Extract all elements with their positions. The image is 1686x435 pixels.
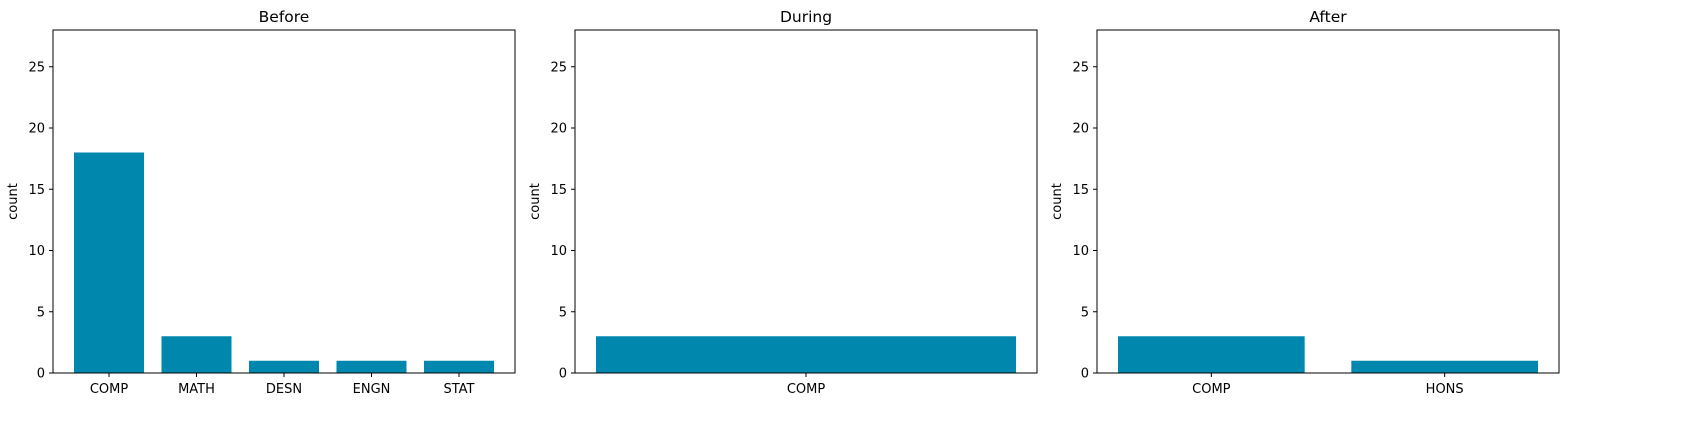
y-tick-label: 10	[28, 244, 45, 259]
y-tick-label: 5	[37, 305, 45, 320]
chart-panel-3: 0 5 10 15 20 25 COMP HONS After count	[1050, 8, 1560, 397]
x-tick-label: STAT	[443, 382, 474, 397]
y-tick-label: 5	[559, 305, 567, 320]
chart-panel-2: 0 5 10 15 20 25 COMP During count	[528, 8, 1038, 397]
chart-title: During	[780, 8, 832, 26]
axes-frame	[574, 29, 1038, 374]
y-tick-label: 25	[550, 60, 567, 75]
y-axis-label: count	[1050, 183, 1065, 220]
bar-hons	[1351, 360, 1538, 373]
y-tick-label: 15	[28, 183, 45, 198]
bar-comp	[596, 336, 1016, 373]
y-tick-label: 25	[1072, 60, 1089, 75]
y-tick-label: 25	[28, 60, 45, 75]
axes-frame	[1096, 29, 1560, 374]
y-tick-label: 10	[550, 244, 567, 259]
x-tick-label: COMP	[90, 382, 129, 397]
y-tick-label: 10	[1072, 244, 1089, 259]
y-tick-label: 0	[37, 367, 45, 382]
y-tick-label: 15	[550, 183, 567, 198]
bar-math	[161, 336, 232, 373]
x-tick-label: DESN	[266, 382, 302, 397]
y-tick-label: 20	[550, 122, 567, 137]
bar-comp	[1118, 336, 1305, 373]
bar-stat	[424, 360, 494, 373]
chart-title: Before	[259, 8, 310, 26]
y-tick-label: 20	[1072, 122, 1089, 137]
bar-engn	[336, 360, 407, 373]
x-tick-label: COMP	[1192, 382, 1231, 397]
chart-title: After	[1309, 8, 1347, 26]
y-tick-label: 15	[1072, 183, 1089, 198]
y-tick-label: 20	[28, 122, 45, 137]
x-tick-label: ENGN	[353, 382, 391, 397]
y-axis-label: count	[6, 183, 21, 220]
y-tick-label: 5	[1081, 305, 1089, 320]
y-axis-label: count	[528, 183, 543, 220]
y-tick-label: 0	[1081, 367, 1089, 382]
x-tick-label: HONS	[1426, 382, 1464, 397]
bar-desn	[249, 360, 319, 373]
bar-comp	[74, 152, 144, 373]
chart-panel-1: 0 5 10 15 20 25 COMP MATH DESN ENGN STAT Before coun…	[6, 8, 516, 397]
x-tick-label: MATH	[178, 382, 215, 397]
x-tick-label: COMP	[787, 382, 826, 397]
y-tick-label: 0	[559, 367, 567, 382]
